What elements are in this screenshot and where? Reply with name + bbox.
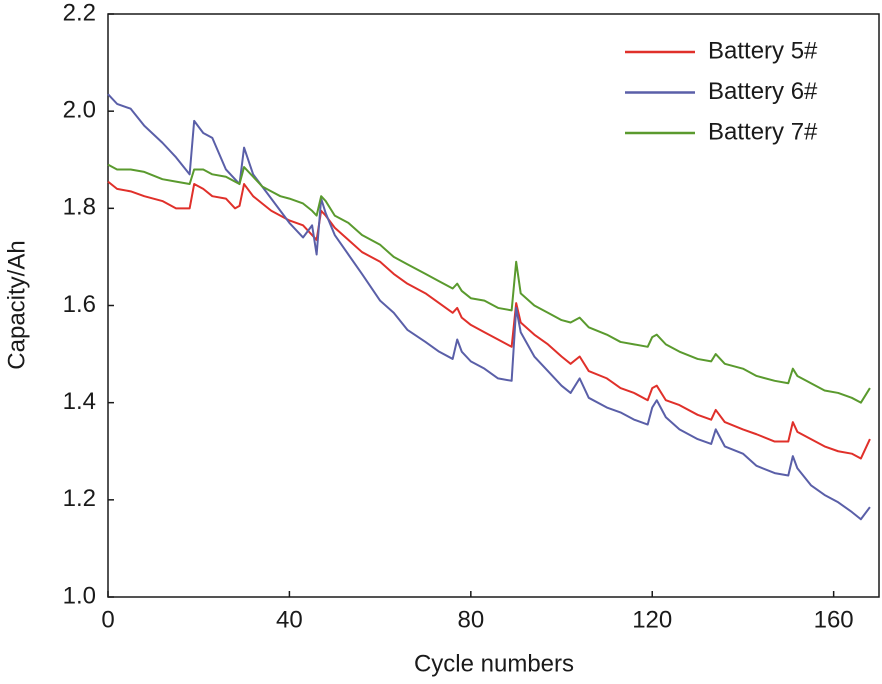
y-tick-label: 2.0 [63,97,96,124]
y-axis-label: Capacity/Ah [3,240,30,369]
y-tick-label: 1.0 [63,582,96,609]
legend-label: Battery 6# [708,78,818,105]
y-tick-label: 2.2 [63,0,96,26]
y-tick-label: 1.2 [63,485,96,512]
series-line [107,180,871,460]
series-line [107,163,871,404]
x-tick-label: 40 [276,606,303,633]
legend-label: Battery 5# [708,37,818,64]
y-tick-label: 1.4 [63,388,96,415]
x-tick-label: 120 [632,606,672,633]
x-tick-label: 0 [101,606,114,633]
legend-label: Battery 7# [708,118,818,145]
x-axis-label: Cycle numbers [414,650,574,677]
x-tick-label: 160 [814,606,854,633]
y-tick-label: 1.6 [63,291,96,318]
x-tick-label: 80 [457,606,484,633]
series-line [107,93,871,521]
y-tick-label: 1.8 [63,194,96,221]
